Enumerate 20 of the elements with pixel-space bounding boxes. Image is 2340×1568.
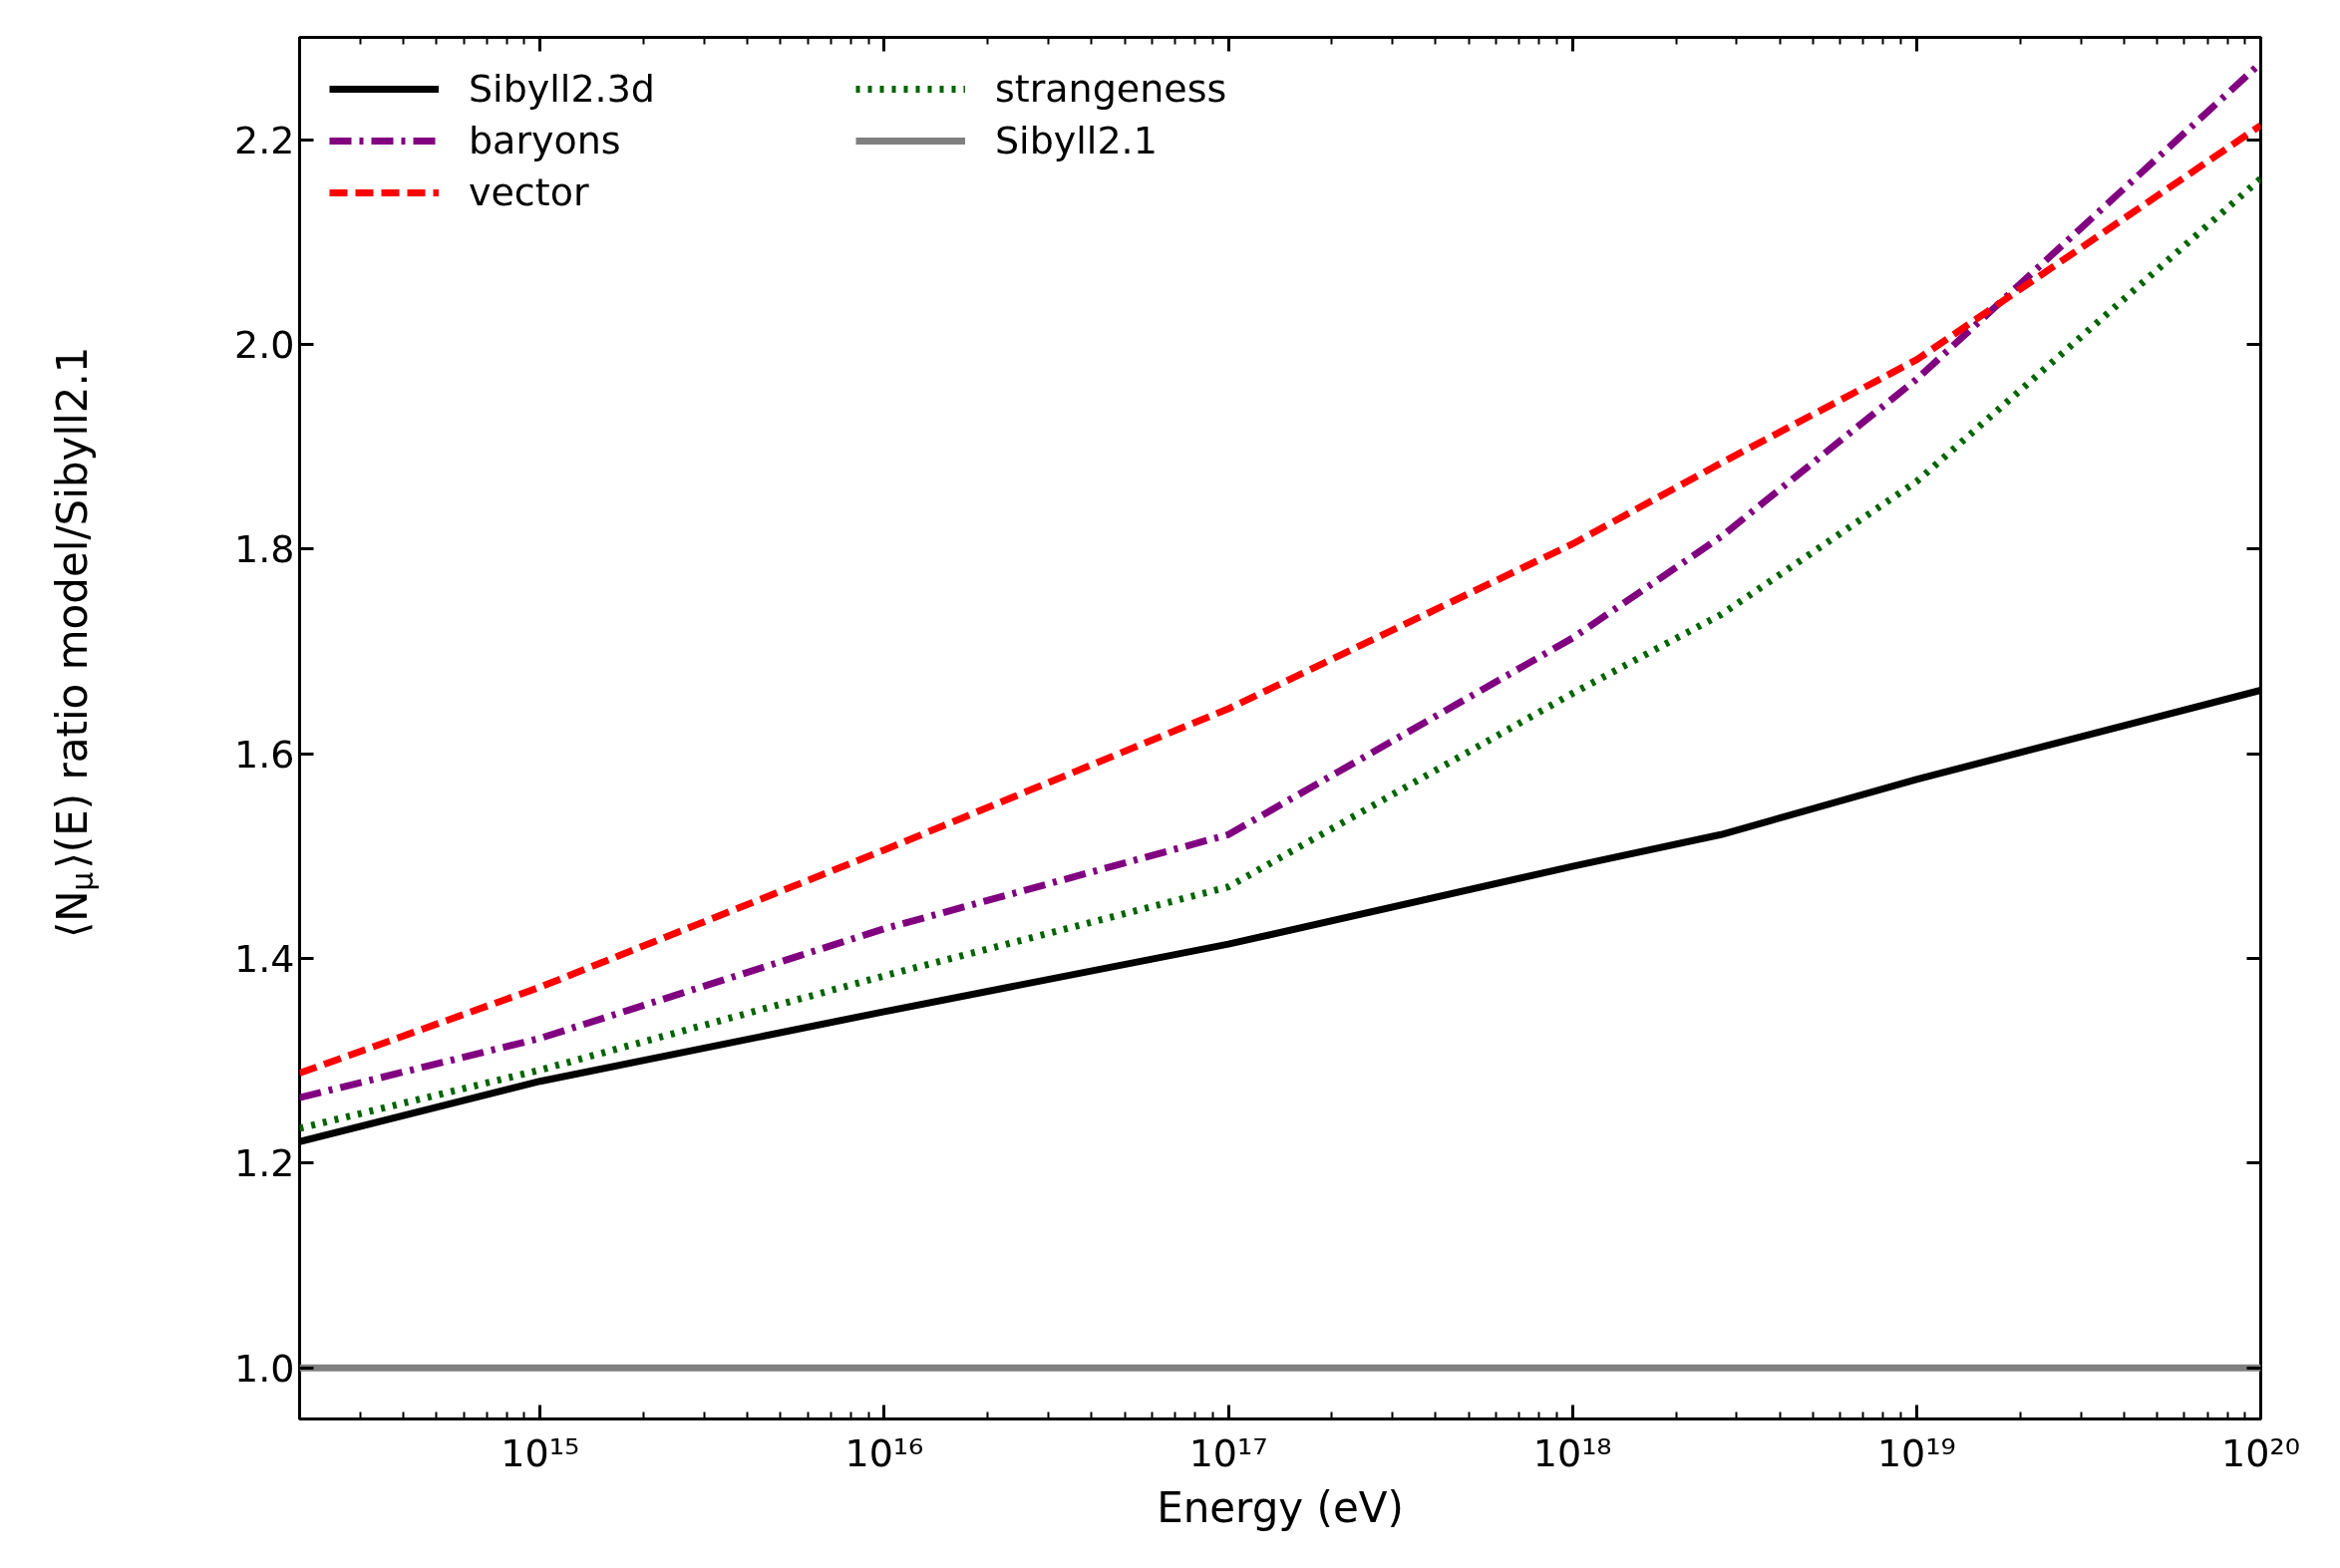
x-tick-label: 10¹⁶	[844, 1430, 924, 1475]
x-tick-label: 10¹⁸	[1532, 1430, 1612, 1475]
legend-label: vector	[469, 170, 590, 214]
y-tick-label: 1.8	[234, 527, 295, 572]
y-tick-label: 1.0	[234, 1346, 295, 1391]
x-tick-label: 10¹⁵	[501, 1430, 580, 1475]
y-tick-label: 1.6	[234, 732, 295, 777]
y-tick-label: 1.2	[234, 1141, 295, 1186]
y-tick-label: 2.0	[234, 323, 295, 367]
legend-label: Sibyll2.1	[995, 119, 1159, 162]
x-tick-label: 10²⁰	[2221, 1430, 2300, 1475]
legend-label: strangeness	[995, 67, 1228, 111]
y-tick-label: 2.2	[234, 118, 295, 162]
y-axis-title: ⟨Nμ⟩(E) ratio model/Sibyll2.1	[48, 346, 100, 939]
x-tick-label: 10¹⁹	[1876, 1430, 1956, 1475]
legend-label: Sibyll2.3d	[469, 67, 656, 111]
y-tick-label: 1.4	[234, 937, 295, 981]
x-axis-title: Energy (eV)	[1157, 1482, 1404, 1532]
legend-label: baryons	[469, 119, 622, 162]
x-tick-label: 10¹⁷	[1188, 1430, 1268, 1475]
